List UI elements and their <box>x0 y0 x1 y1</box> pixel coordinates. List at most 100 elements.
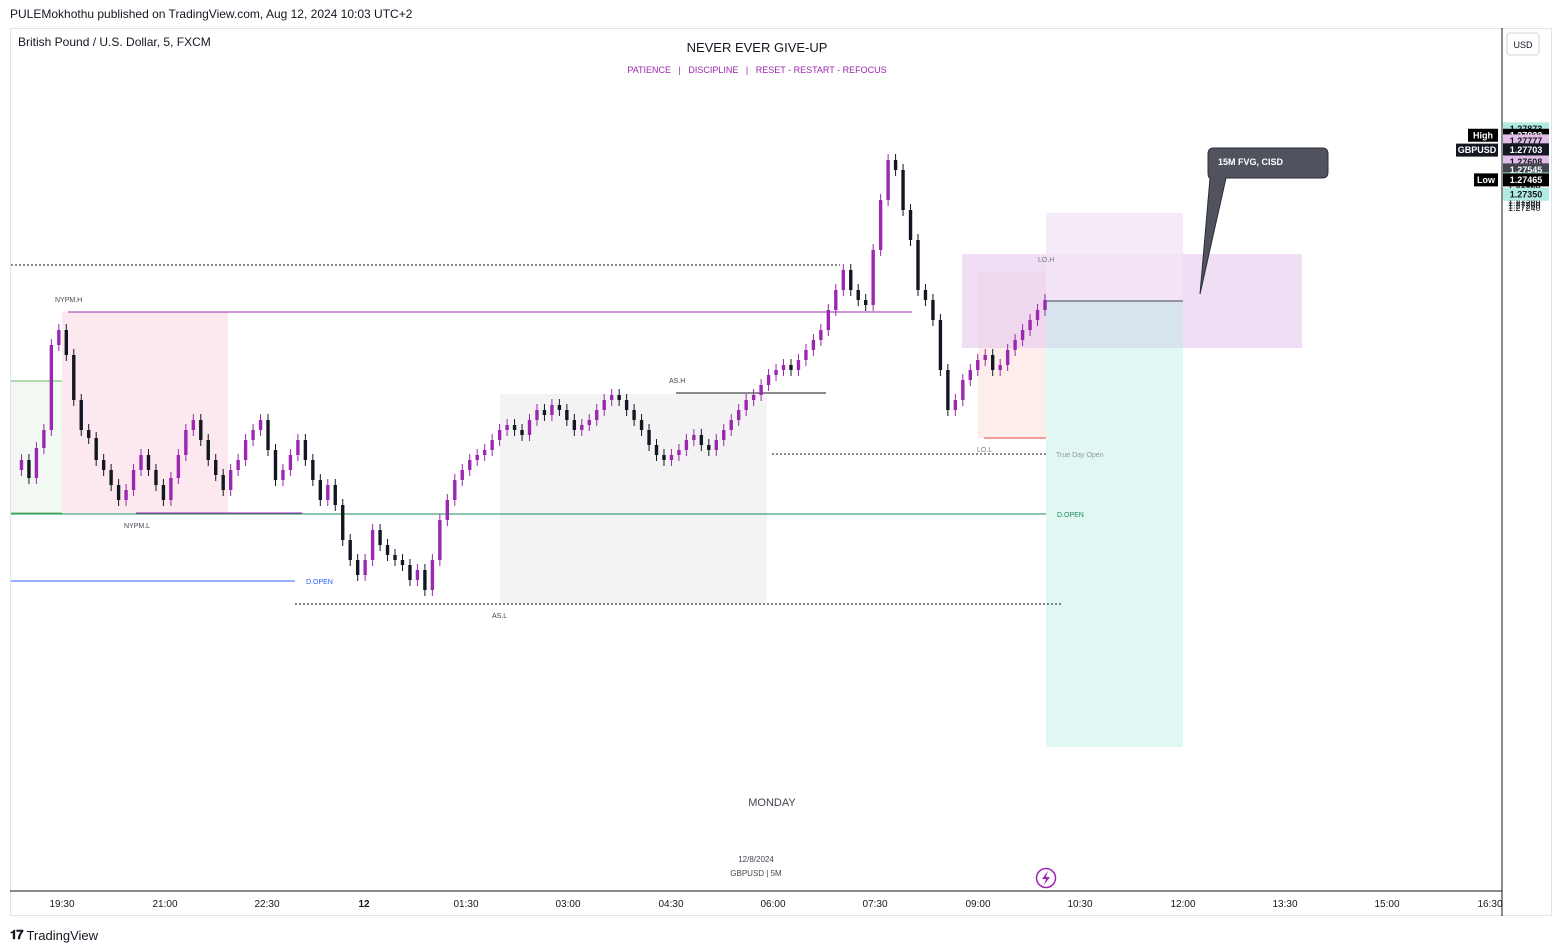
price-badge <box>1503 173 1549 187</box>
candle-body-bear <box>146 455 151 470</box>
price-badge-value: 1.27777 <box>1510 136 1543 146</box>
candle-body-bear <box>393 555 397 560</box>
candle-body-bear <box>400 560 405 565</box>
candle-body-bear <box>639 420 644 430</box>
time-tick-label: 03:00 <box>555 899 580 910</box>
as-low-label: AS.L <box>492 613 507 620</box>
candle-body-bull <box>497 430 502 440</box>
true-day-open-label: True Day Open <box>1056 452 1104 459</box>
candle-body-bear <box>923 290 928 300</box>
candle-body-bull <box>684 440 689 450</box>
candle-body-bull <box>281 470 285 480</box>
candle-body-bear <box>109 470 113 485</box>
d-open-left-label: D.OPEN <box>306 579 333 586</box>
candle-body-bull <box>550 405 554 415</box>
time-tick-label: 15:00 <box>1374 899 1399 910</box>
brand-name[interactable]: TradingView <box>26 927 99 943</box>
candle-body-bear <box>707 445 711 450</box>
candle-body-bull <box>976 360 980 370</box>
currency-button[interactable] <box>1506 32 1540 56</box>
price-badge-tag-label: GBPUSD <box>1458 145 1497 155</box>
time-tick-label: 09:00 <box>965 899 990 910</box>
ny-pm-range-box <box>62 312 228 513</box>
candle-body-bear <box>654 445 659 455</box>
candle-body-bull <box>34 448 39 478</box>
candle-body-bull <box>415 570 420 580</box>
nypm-low-label: NYPM.L <box>124 523 150 530</box>
candle-body-bear <box>624 400 629 410</box>
candle-body-bear <box>991 355 995 370</box>
price-badge-value: 1.27465 <box>1510 175 1543 185</box>
candle-body-bear <box>565 410 569 420</box>
candle-body-bear <box>161 485 166 500</box>
time-tick-label: 13:30 <box>1272 899 1297 910</box>
candle-body-bear <box>789 365 793 370</box>
price-badge-value: 1.27545 <box>1510 165 1543 175</box>
candle-body-bear <box>901 170 905 210</box>
candle-body-bear <box>408 565 412 580</box>
candle-body-bull <box>826 310 831 330</box>
candle-body-bull <box>468 460 472 470</box>
chart-frame[interactable] <box>10 28 1552 916</box>
candle-body-bear <box>856 290 860 300</box>
candle-body-bull <box>19 460 24 470</box>
candle-body-bear <box>557 405 562 410</box>
candle-body-bear <box>311 460 315 480</box>
candle-body-bull <box>766 375 771 385</box>
candle-body-bear <box>303 440 308 460</box>
candle-body-bull <box>184 430 188 455</box>
tradingview-logo-icon[interactable]: 𝟏𝟕 <box>10 927 24 942</box>
candle-body-bull <box>370 530 375 560</box>
price-badge-value: 1.27608 <box>1510 157 1543 167</box>
candle-body-bear <box>931 300 935 320</box>
candle-body-bear <box>116 485 121 500</box>
candle-body-bear <box>348 540 352 560</box>
candle-body-bull <box>191 420 196 430</box>
candle-body-bear <box>632 410 636 420</box>
candle-body-bull <box>49 345 54 430</box>
candle-body-bull <box>490 440 494 450</box>
asia-range-box <box>500 394 767 604</box>
candle-body-bull <box>998 365 1002 370</box>
callout-bubble[interactable]: 15M FVG, CISD <box>1199 147 1329 295</box>
candle-body-bear <box>863 300 868 305</box>
candle-body-bull <box>251 430 255 440</box>
candle-body-bear <box>318 480 323 500</box>
candle-body-bull <box>326 485 330 500</box>
candle-body-bull <box>811 340 816 350</box>
candle-body-bull <box>759 385 763 395</box>
candle-body-bull <box>953 400 958 410</box>
candle-body-bull <box>131 470 136 490</box>
lightning-icon[interactable] <box>1035 867 1057 889</box>
candle-body-bear <box>512 425 517 430</box>
publish-header: PULEMokhothu published on TradingView.co… <box>10 7 413 21</box>
currency-label: USD <box>1513 40 1533 50</box>
candle-body-bull <box>744 400 748 410</box>
candle-body-bear <box>355 560 360 575</box>
candle-body-bull <box>505 425 509 430</box>
candle-body-bull <box>363 560 367 575</box>
candle-body-bull <box>1035 310 1040 320</box>
time-tick-label: 12 <box>358 899 370 910</box>
candle-body-bull <box>669 455 674 460</box>
candle-body-bear <box>214 460 218 475</box>
candle-body-bull <box>804 350 808 360</box>
candle-body-bear <box>64 330 68 355</box>
candle-body-bull <box>460 470 464 480</box>
candle-body-bull <box>841 270 845 290</box>
candle-body-bull <box>1043 300 1047 310</box>
candle-body-bull <box>139 455 143 470</box>
candle-body-bull <box>169 478 173 500</box>
candle-body-bull <box>834 290 838 310</box>
candle-body-bear <box>385 545 390 555</box>
candle-body-bull <box>438 520 442 560</box>
candle-body-bull <box>871 250 875 305</box>
short-risk-zone <box>1046 213 1183 301</box>
time-tick-label: 07:30 <box>862 899 887 910</box>
candle-body-bull <box>1013 340 1017 350</box>
candle-body-bear <box>662 455 666 460</box>
candle-body-bull <box>42 430 46 448</box>
symbol-title: British Pound / U.S. Dollar, 5, FXCM <box>18 35 211 49</box>
lo-low-label: LO.L <box>977 447 992 454</box>
